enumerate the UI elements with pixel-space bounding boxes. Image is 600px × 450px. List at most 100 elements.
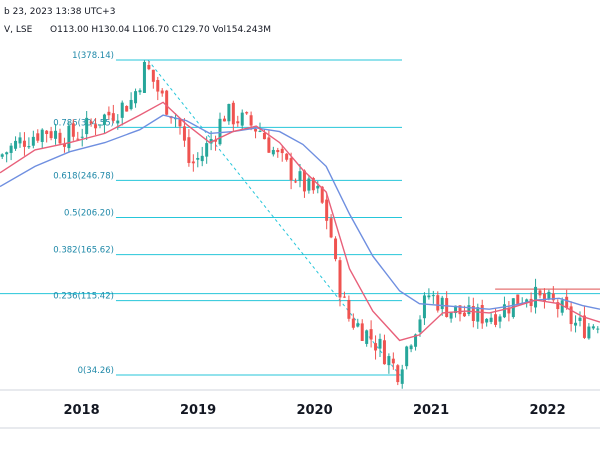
candle-body [454, 305, 458, 314]
candle-body [94, 124, 98, 129]
candle-body [356, 323, 360, 327]
candle-body [14, 140, 18, 149]
candle-body [578, 317, 582, 321]
candle-body [191, 161, 195, 164]
candle-body [218, 118, 222, 145]
candle-body [387, 356, 391, 366]
candle-body [405, 346, 409, 367]
candle-body [249, 115, 253, 126]
candle-body [525, 299, 529, 304]
candle-body [102, 114, 106, 125]
candle-body [285, 153, 289, 160]
candle-body [178, 118, 182, 127]
candle-body [9, 145, 13, 153]
candle-body [462, 312, 466, 317]
candle-body [502, 304, 506, 318]
candle-body [120, 102, 124, 118]
candle-body [271, 149, 275, 155]
candle-body [360, 323, 364, 341]
candle-body [182, 126, 186, 141]
candle-body [142, 61, 146, 93]
ma-slow-line [0, 114, 600, 310]
candle-body [240, 112, 244, 126]
candle-body [427, 295, 431, 298]
candle-body [214, 139, 218, 142]
candle-body [538, 290, 542, 296]
ma-fast-line [0, 101, 600, 342]
candle-body [431, 295, 435, 297]
candle-body [231, 102, 235, 125]
candle-body [147, 64, 151, 70]
candlestick-series [0, 60, 600, 389]
candle-body [245, 112, 249, 114]
candle-body [45, 130, 49, 134]
candle-body [467, 305, 471, 315]
candle-body [165, 90, 169, 115]
header-date: b 23, 2023 13:38 UTC+3 [4, 7, 115, 17]
candle-body [320, 186, 324, 203]
fib-level-label-2: 0.618(246.78) [53, 171, 114, 181]
candle-body [40, 129, 44, 142]
candle-body [409, 345, 413, 350]
candle-body [89, 121, 93, 124]
candle-body [560, 300, 564, 313]
fibonacci-retracement: 1(378.14) 0.786(304.55) 0.618(246.78) 0.5(2… [53, 51, 402, 376]
fib-trend-line [147, 59, 401, 376]
candle-body [347, 299, 351, 319]
candle-body [294, 181, 298, 183]
candle-body [0, 154, 4, 157]
candle-body [342, 296, 346, 298]
candle-body [400, 369, 404, 384]
candle-body [71, 123, 75, 137]
candle-body [31, 136, 35, 146]
candle-body [156, 80, 160, 92]
candle-body [365, 330, 369, 344]
candle-body [378, 338, 382, 349]
candle-body [76, 138, 80, 140]
fib-level-label-0: 1(378.14) [72, 51, 114, 61]
candle-body [471, 306, 475, 322]
x-axis: 2018 2019 2020 2021 2022 [0, 389, 600, 429]
candle-body [5, 152, 9, 155]
candle-body [440, 297, 444, 310]
candle-body [302, 170, 306, 192]
candle-body [494, 314, 498, 325]
candle-body [445, 298, 449, 317]
candle-body [62, 143, 66, 147]
candle-body [205, 143, 209, 157]
candle-body [547, 291, 551, 299]
x-tick-label-2021: 2021 [413, 403, 449, 418]
candle-body [85, 117, 89, 135]
candle-body [80, 136, 84, 138]
candle-body [529, 298, 533, 306]
header-symbol: V, LSE [4, 25, 33, 35]
candle-body [227, 103, 231, 122]
candle-body [138, 90, 142, 93]
candle-body [27, 146, 31, 148]
candle-body [316, 185, 320, 189]
candle-body [551, 293, 555, 301]
candle-body [329, 218, 333, 238]
candle-body [582, 315, 586, 338]
candle-body [107, 111, 111, 116]
candle-body [449, 311, 453, 319]
candle-body [116, 120, 120, 124]
candle-body [151, 69, 155, 82]
candle-body [49, 131, 53, 139]
candle-body [414, 334, 418, 347]
candle-body [436, 295, 440, 311]
candle-body [591, 326, 595, 329]
candle-body [187, 137, 191, 163]
candle-body [382, 340, 386, 365]
candle-body [134, 91, 138, 104]
fib-level-label-6: 0(34.26) [78, 366, 114, 376]
candle-body [129, 99, 133, 110]
candle-body [325, 199, 329, 221]
candle-body [334, 238, 338, 260]
candle-body [476, 307, 480, 322]
candle-body [574, 322, 578, 326]
candle-body [258, 130, 262, 132]
candle-body [587, 326, 591, 339]
candle-body [396, 365, 400, 383]
